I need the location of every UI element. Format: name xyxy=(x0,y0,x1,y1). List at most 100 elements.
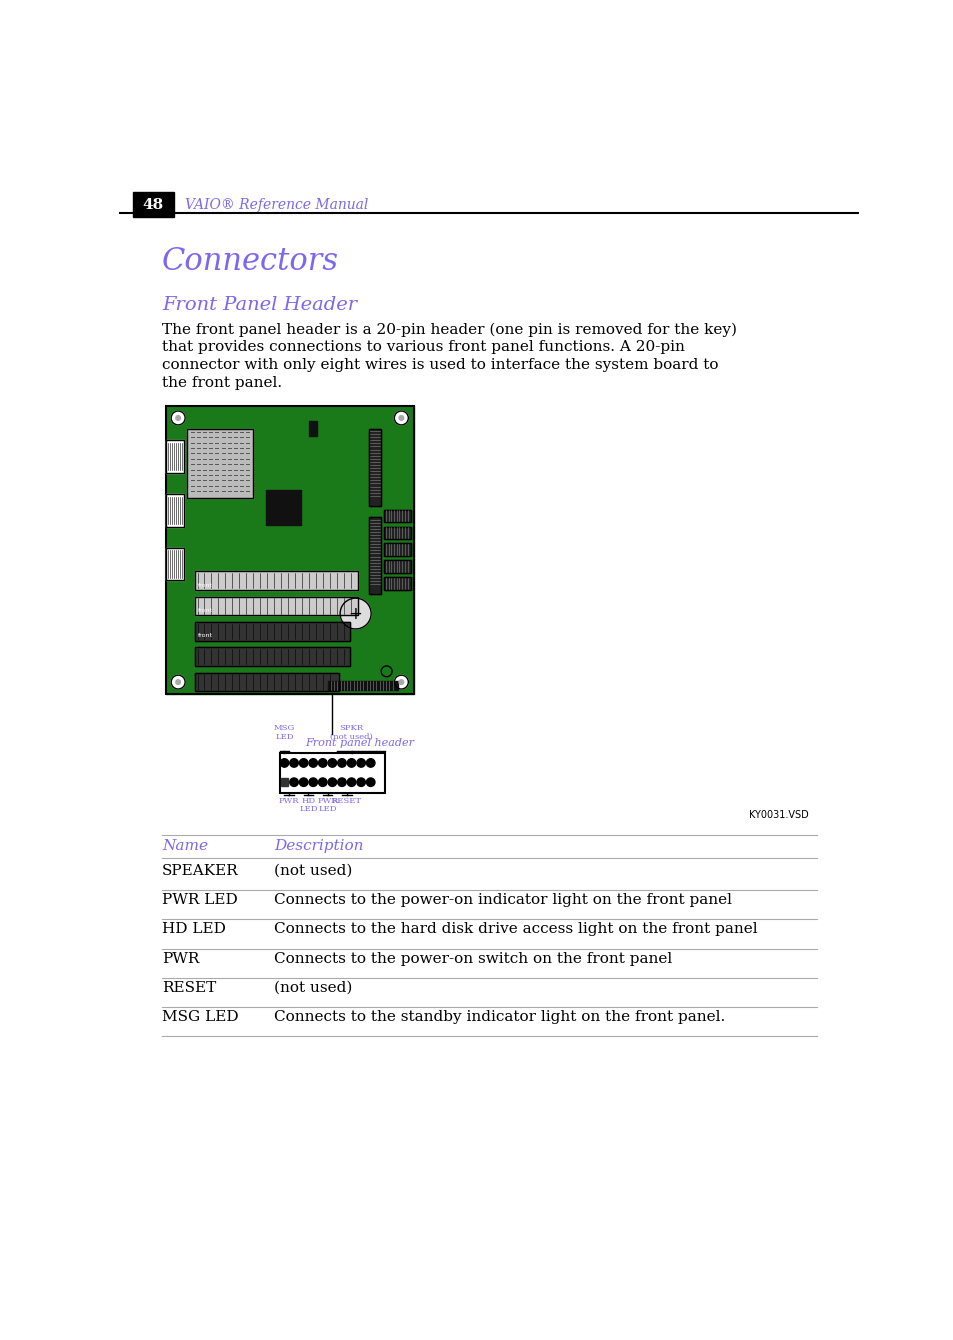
Bar xyxy=(384,544,411,556)
Bar xyxy=(195,596,357,615)
Text: MSG
LED: MSG LED xyxy=(274,724,294,741)
Bar xyxy=(166,494,184,527)
Bar xyxy=(384,527,411,539)
Text: SPKR
(not used): SPKR (not used) xyxy=(330,724,373,741)
Text: PWR: PWR xyxy=(162,951,199,966)
Text: the front panel.: the front panel. xyxy=(162,375,282,390)
Text: VAIO® Reference Manual: VAIO® Reference Manual xyxy=(185,198,368,212)
Text: Connects to the standby indicator light on the front panel.: Connects to the standby indicator light … xyxy=(274,1010,724,1024)
Circle shape xyxy=(398,679,403,685)
Circle shape xyxy=(175,415,180,421)
Bar xyxy=(369,429,381,505)
Bar xyxy=(187,429,253,498)
Bar xyxy=(384,509,411,521)
Bar xyxy=(384,560,411,572)
Circle shape xyxy=(290,758,298,768)
Bar xyxy=(384,560,411,572)
Text: 48: 48 xyxy=(143,198,164,212)
Text: MSG LED: MSG LED xyxy=(162,1010,238,1024)
Bar xyxy=(166,494,184,527)
Bar xyxy=(166,406,414,694)
Bar xyxy=(369,517,381,595)
Text: that provides connections to various front panel functions. A 20-pin: that provides connections to various fro… xyxy=(162,340,684,354)
Bar xyxy=(384,527,411,539)
Bar xyxy=(187,429,253,498)
Bar xyxy=(266,490,301,525)
Text: front: front xyxy=(198,608,213,612)
Text: RESET: RESET xyxy=(332,797,361,805)
Bar xyxy=(166,548,184,580)
Text: Description: Description xyxy=(274,839,363,854)
Circle shape xyxy=(337,779,346,787)
Text: Front Panel Header: Front Panel Header xyxy=(162,296,356,314)
Bar xyxy=(195,647,350,666)
Text: Connects to the hard disk drive access light on the front panel: Connects to the hard disk drive access l… xyxy=(274,922,757,937)
Circle shape xyxy=(347,779,355,787)
Circle shape xyxy=(328,779,336,787)
Circle shape xyxy=(175,679,180,685)
Circle shape xyxy=(318,779,327,787)
Text: Name: Name xyxy=(162,839,208,854)
Circle shape xyxy=(356,758,365,768)
Bar xyxy=(280,779,288,787)
Text: Connectors: Connectors xyxy=(162,245,338,276)
Text: KY0031.VSD: KY0031.VSD xyxy=(748,809,808,820)
Bar xyxy=(133,192,173,217)
Bar xyxy=(309,421,316,437)
Text: PWR LED: PWR LED xyxy=(162,892,237,907)
Circle shape xyxy=(394,675,408,689)
Circle shape xyxy=(309,758,317,768)
Text: Connects to the power-on indicator light on the front panel: Connects to the power-on indicator light… xyxy=(274,892,732,907)
Bar xyxy=(195,596,357,615)
Text: The front panel header is a 20-pin header (one pin is removed for the key): The front panel header is a 20-pin heade… xyxy=(162,323,736,336)
Circle shape xyxy=(171,675,185,689)
Bar xyxy=(195,571,357,590)
Bar xyxy=(195,647,350,666)
Bar xyxy=(384,578,411,590)
Bar xyxy=(279,753,385,793)
Bar xyxy=(369,429,381,505)
Bar xyxy=(166,441,184,473)
Text: HD
LED: HD LED xyxy=(299,797,317,813)
Circle shape xyxy=(398,415,403,421)
Text: front: front xyxy=(198,583,213,587)
Bar xyxy=(195,622,350,641)
Circle shape xyxy=(318,758,327,768)
Bar xyxy=(384,578,411,590)
Bar xyxy=(369,517,381,595)
Text: (not used): (not used) xyxy=(274,864,353,878)
Circle shape xyxy=(299,779,308,787)
Circle shape xyxy=(328,758,336,768)
Circle shape xyxy=(290,779,298,787)
Bar xyxy=(166,441,184,473)
Text: connector with only eight wires is used to interface the system board to: connector with only eight wires is used … xyxy=(162,358,718,373)
Circle shape xyxy=(171,411,185,425)
Bar xyxy=(195,571,357,590)
Text: +: + xyxy=(349,604,362,623)
Text: (not used): (not used) xyxy=(274,981,353,994)
Circle shape xyxy=(309,779,317,787)
Circle shape xyxy=(337,758,346,768)
Circle shape xyxy=(340,598,371,628)
Circle shape xyxy=(299,758,308,768)
Circle shape xyxy=(394,411,408,425)
Bar xyxy=(166,406,414,694)
Text: HD LED: HD LED xyxy=(162,922,226,937)
Circle shape xyxy=(347,758,355,768)
Circle shape xyxy=(366,779,375,787)
Circle shape xyxy=(366,758,375,768)
Bar xyxy=(166,548,184,580)
Bar xyxy=(384,509,411,521)
Text: Connects to the power-on switch on the front panel: Connects to the power-on switch on the f… xyxy=(274,951,672,966)
Text: SPEAKER: SPEAKER xyxy=(162,864,238,878)
Bar xyxy=(279,753,385,793)
Circle shape xyxy=(356,779,365,787)
Bar xyxy=(195,673,338,691)
Text: PWR: PWR xyxy=(278,797,299,805)
Text: RESET: RESET xyxy=(162,981,216,994)
Text: PWR
LED: PWR LED xyxy=(317,797,337,813)
Bar xyxy=(384,544,411,556)
Circle shape xyxy=(280,758,289,768)
Bar xyxy=(195,673,338,691)
Bar xyxy=(195,622,350,641)
